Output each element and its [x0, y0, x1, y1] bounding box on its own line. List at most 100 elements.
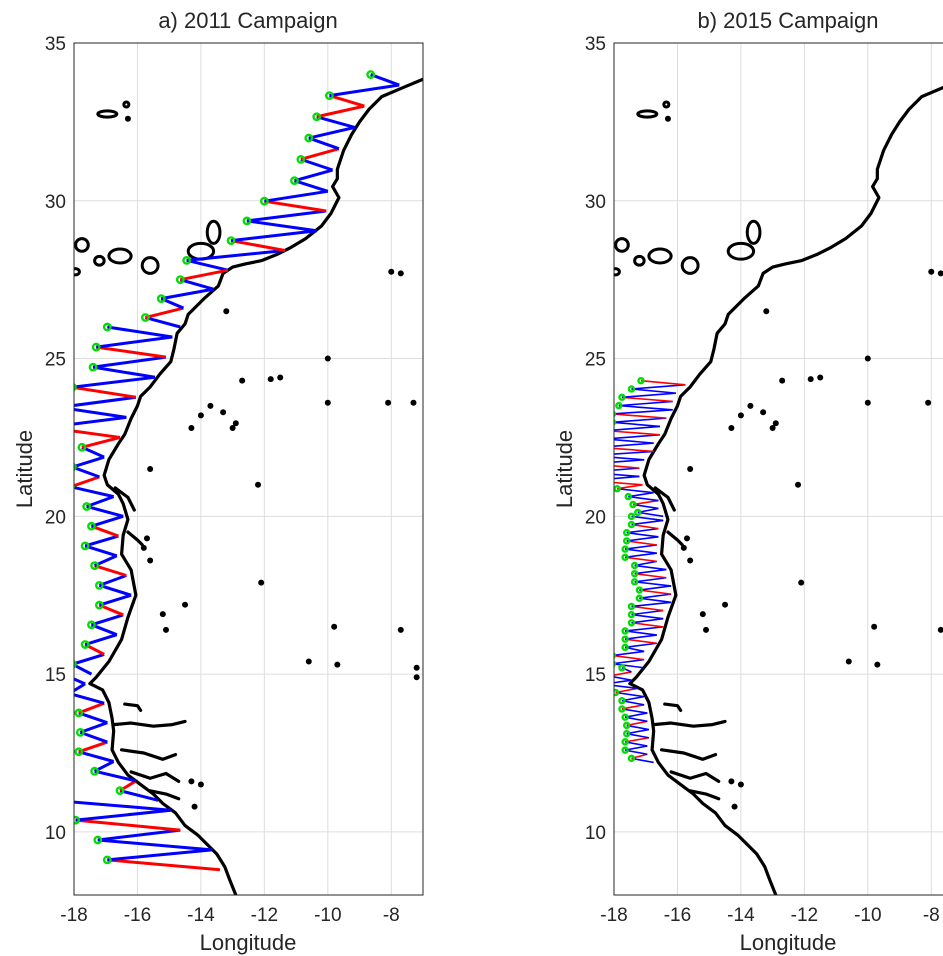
island: [726, 241, 756, 261]
estuary-line: [669, 770, 721, 784]
station-marker: [80, 640, 90, 649]
station-marker: [290, 176, 299, 186]
survey-transect: [631, 757, 654, 764]
islet: [795, 481, 802, 488]
station-marker: [90, 561, 100, 571]
island: [647, 247, 673, 265]
station-marker: [621, 545, 629, 553]
station-marker: [366, 70, 376, 79]
station-marker: [182, 255, 192, 265]
survey-transect: [78, 711, 108, 725]
night-transect: [617, 483, 643, 490]
islet: [197, 781, 204, 788]
islet: [680, 544, 687, 551]
station-marker: [627, 385, 636, 393]
station-marker: [44, 424, 50, 430]
survey-transect: [78, 750, 115, 763]
survey-transect: [614, 409, 673, 415]
x-tick-label: -16: [664, 905, 691, 926]
night-transect: [316, 104, 365, 119]
islet: [267, 376, 274, 383]
station-marker: [102, 855, 112, 865]
survey-transect: [614, 467, 640, 471]
survey-transect: [625, 626, 664, 632]
survey-transect: [624, 716, 648, 723]
survey-transect: [74, 800, 171, 812]
night-transect: [631, 621, 664, 628]
station-marker: [614, 652, 617, 659]
survey-transect: [294, 179, 329, 193]
survey-transect: [107, 325, 173, 339]
survey-transect: [624, 741, 648, 747]
survey-transect: [628, 491, 654, 498]
survey-transect: [97, 838, 213, 852]
islet: [140, 544, 147, 551]
station-marker: [634, 508, 642, 517]
survey-transect: [631, 617, 664, 624]
station-marker: [614, 418, 617, 426]
panel-2015: b) 2015 Campaign -18 -16 -14 -12 -10 -8 10 15 2…: [552, 8, 943, 955]
islet: [232, 420, 239, 427]
night-transect: [634, 572, 667, 579]
night-transect: [621, 396, 673, 403]
survey-transect: [614, 438, 654, 444]
islet: [229, 424, 236, 431]
survey-transect: [97, 828, 181, 842]
station-marker: [57, 404, 63, 410]
survey-transect: [631, 609, 664, 616]
islet: [182, 601, 189, 608]
survey-transect: [294, 168, 333, 183]
night-transect: [621, 704, 645, 710]
coastline: [88, 77, 423, 895]
night-transect: [107, 858, 221, 872]
islet: [769, 424, 776, 431]
islet: [277, 374, 284, 381]
estuary-line: [653, 486, 676, 512]
night-transect: [614, 481, 643, 486]
survey-transect: [614, 684, 638, 690]
survey-transect: [625, 548, 657, 554]
night-transect: [75, 818, 181, 832]
survey-transect: [74, 466, 100, 479]
survey-transect: [621, 392, 676, 399]
islet: [664, 115, 671, 122]
night-transect: [328, 94, 365, 108]
survey-transect: [246, 209, 327, 223]
islet: [779, 377, 786, 384]
station-marker: [304, 133, 314, 143]
night-transect: [615, 687, 638, 694]
coastline: [628, 85, 943, 895]
station-marker: [622, 537, 631, 545]
x-tick-labels: -18 -16 -14 -12 -10 -8: [600, 905, 939, 926]
survey-transect: [74, 395, 137, 407]
station-marker: [77, 442, 87, 452]
station-marker: [635, 586, 644, 594]
station-marker: [614, 485, 621, 493]
night-transect: [614, 465, 640, 469]
island: [93, 254, 106, 267]
night-transect: [74, 385, 137, 399]
station-marker: [621, 553, 629, 561]
station-marker: [618, 697, 626, 705]
station-marker: [82, 502, 92, 511]
night-transect: [614, 430, 661, 436]
island: [680, 256, 700, 275]
y-tick-label: 20: [585, 507, 606, 528]
survey-transect: [631, 519, 664, 526]
islet: [928, 268, 935, 275]
survey-transect: [626, 536, 659, 542]
islet: [747, 402, 754, 409]
y-tick-label: 30: [585, 192, 606, 213]
night-transect: [625, 638, 657, 645]
survey-transect: [74, 485, 114, 499]
station-marker: [624, 492, 632, 501]
survey-transect: [79, 730, 108, 744]
station-marker: [74, 383, 77, 392]
survey-transect: [614, 475, 640, 480]
survey-transect: [632, 503, 659, 510]
survey-transect: [86, 505, 124, 518]
islet: [687, 466, 694, 472]
panel-title: b) 2015 Campaign: [697, 8, 878, 33]
night-transect: [264, 199, 327, 213]
station-marker: [175, 275, 185, 285]
